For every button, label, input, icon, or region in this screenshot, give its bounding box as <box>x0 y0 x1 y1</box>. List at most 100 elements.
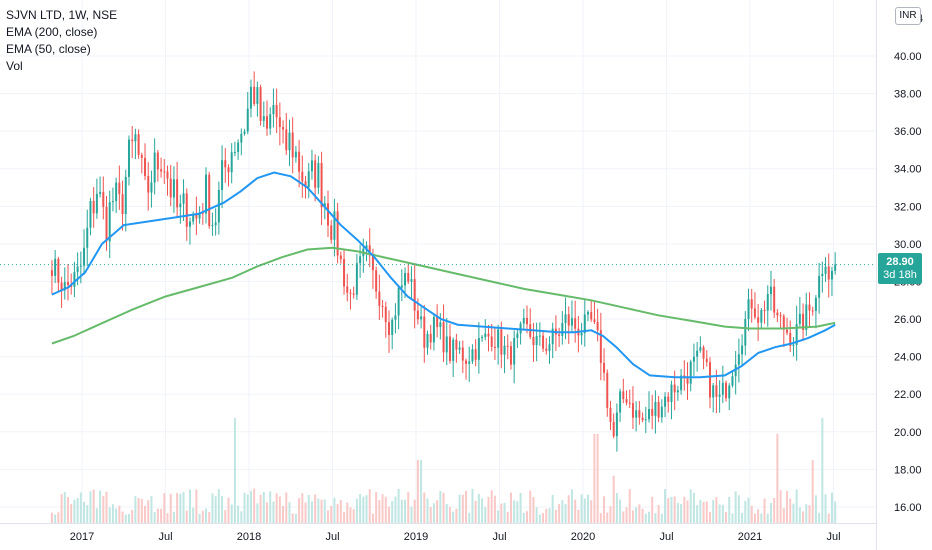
time-axis[interactable]: 182017Jul2018Jul2019Jul2020Jul2021Jul <box>0 523 876 544</box>
volume-bar <box>346 502 349 523</box>
volume-bar <box>179 493 182 523</box>
candle-body <box>73 272 76 287</box>
currency-badge[interactable]: INR <box>895 7 921 25</box>
time-tick-label: 2020 <box>571 531 595 543</box>
candle-body <box>352 293 355 295</box>
candle-body <box>233 152 236 154</box>
volume-bar <box>60 494 63 523</box>
volume-bar <box>156 508 159 523</box>
candle-body <box>638 410 641 418</box>
volume-bar <box>705 501 708 523</box>
candle-body <box>461 347 464 361</box>
candle-body <box>509 346 512 365</box>
candle-body <box>769 286 772 295</box>
candle-body <box>224 160 227 168</box>
candle-body <box>574 318 577 329</box>
candle-body <box>786 329 789 333</box>
candle-body <box>172 179 175 198</box>
candle-body <box>811 310 814 312</box>
candle-body <box>824 266 827 274</box>
grid-lines <box>0 0 876 523</box>
volume-bar <box>814 495 817 523</box>
candle-body <box>705 358 708 363</box>
candle-body <box>160 169 163 172</box>
volume-bar <box>619 499 622 523</box>
volume-bars <box>50 418 837 523</box>
volume-bar <box>686 500 689 523</box>
candlestick-series <box>50 71 837 452</box>
volume-bar <box>737 495 740 523</box>
volume-bar <box>757 509 760 523</box>
volume-bar <box>580 494 583 523</box>
candle-body <box>188 221 191 227</box>
volume-bar <box>808 505 811 523</box>
indicator-ema50-label[interactable]: EMA (50, close) <box>6 42 91 56</box>
candle-body <box>346 286 349 293</box>
candle-body <box>664 396 667 407</box>
volume-bar <box>519 493 522 523</box>
candle-body <box>590 312 593 320</box>
volume-bar <box>442 492 445 523</box>
volume-bar <box>339 499 342 523</box>
candle-body <box>76 266 79 273</box>
volume-bar <box>448 507 451 523</box>
candle-body <box>243 131 246 134</box>
candle-body <box>741 345 744 355</box>
volume-bar <box>612 475 615 523</box>
volume-bar <box>211 493 214 523</box>
symbol-title[interactable]: SJVN LTD, 1W, NSE <box>6 8 118 22</box>
candle-body <box>798 313 801 324</box>
volume-bar <box>644 513 647 523</box>
candle-body <box>712 385 715 398</box>
candle-body <box>564 314 567 324</box>
candle-body <box>827 266 830 280</box>
candle-body <box>558 334 561 336</box>
volume-bar <box>532 497 535 523</box>
volume-bar <box>320 499 323 523</box>
volume-bar <box>410 506 413 523</box>
candle-body <box>314 160 317 188</box>
candle-body <box>522 318 525 324</box>
candle-body <box>54 258 57 276</box>
volume-bar <box>834 501 837 523</box>
candle-body <box>471 349 474 362</box>
candle-body <box>606 372 609 408</box>
candle-body <box>217 189 220 223</box>
volume-bar <box>57 512 60 523</box>
volume-bar <box>824 494 827 523</box>
volume-bar <box>603 496 606 523</box>
candle-body <box>603 362 606 373</box>
volume-bar <box>542 513 545 523</box>
volume-bar <box>718 504 721 523</box>
candle-body <box>413 279 416 311</box>
candle-body <box>108 202 111 242</box>
candle-body <box>481 336 484 339</box>
volume-bar <box>792 503 795 523</box>
volume-bar <box>522 512 525 523</box>
volume-bar <box>535 507 538 523</box>
candle-body <box>246 108 249 132</box>
indicator-ema200-label[interactable]: EMA (200, close) <box>6 25 98 39</box>
candle-body <box>275 105 278 118</box>
candle-body <box>818 276 821 298</box>
volume-bar <box>702 501 705 523</box>
volume-bar <box>243 492 246 523</box>
candle-body <box>686 377 689 384</box>
volume-bar <box>554 509 557 523</box>
volume-bar <box>689 489 692 523</box>
candle-body <box>506 345 509 347</box>
candle-body <box>692 356 695 362</box>
volume-bar <box>253 488 256 523</box>
candle-body <box>583 314 586 334</box>
volume-bar <box>79 492 82 523</box>
time-tick-label: 2021 <box>738 531 762 543</box>
volume-bar <box>131 510 134 523</box>
volume-bar <box>73 499 76 523</box>
volume-bar <box>272 501 275 523</box>
candle-body <box>465 360 468 364</box>
candle-body <box>718 394 721 397</box>
indicator-volume-label[interactable]: Vol <box>6 59 23 73</box>
candle-body <box>670 384 673 402</box>
volume-bar <box>641 508 644 523</box>
